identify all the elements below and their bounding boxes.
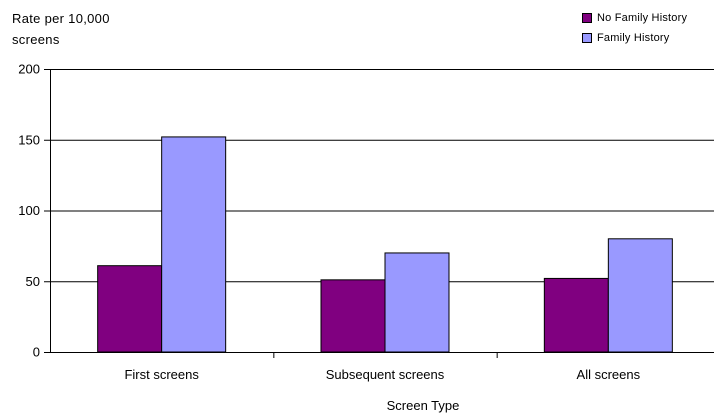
x-tick-label-1: First screens [124,367,199,382]
x-tick-label-3: All screens [577,367,641,382]
bar-family-history-1 [161,136,227,353]
y-axis-label-line-2: screens [12,32,60,47]
legend: No Family History Family History [582,8,687,48]
x-tick-labels: First screens Subsequent screens All scree… [124,367,640,382]
legend-swatch-no-family-history [582,13,592,23]
x-axis-label: Screen Type [387,398,460,413]
bar-family-history-2 [384,252,450,353]
legend-swatch-family-history [582,33,592,43]
y-axis-label-line-1: Rate per 10,000 [12,11,110,26]
y-tick-label-100: 100 [18,203,40,218]
y-tick-label-150: 150 [18,132,40,147]
legend-item-no-family-history: No Family History [582,8,687,28]
bar-no-family-history-3 [543,277,609,353]
y-tick-label-50: 50 [26,274,40,289]
y-tick-label-200: 200 [18,62,40,77]
bar-no-family-history-1 [97,265,163,353]
y-tick-label-0: 0 [33,345,40,360]
y-tick-labels: 0 50 100 150 200 [18,62,40,360]
axes [44,69,714,358]
legend-label-family-history: Family History [597,32,670,44]
bars [97,136,673,353]
legend-label-no-family-history: No Family History [597,12,688,24]
legend-item-family-history: Family History [582,28,687,48]
bar-family-history-3 [607,238,673,353]
y-axis-label: Rate per 10,000 screens [12,8,110,50]
x-tick-label-2: Subsequent screens [326,367,445,382]
bar-no-family-history-2 [320,279,386,353]
